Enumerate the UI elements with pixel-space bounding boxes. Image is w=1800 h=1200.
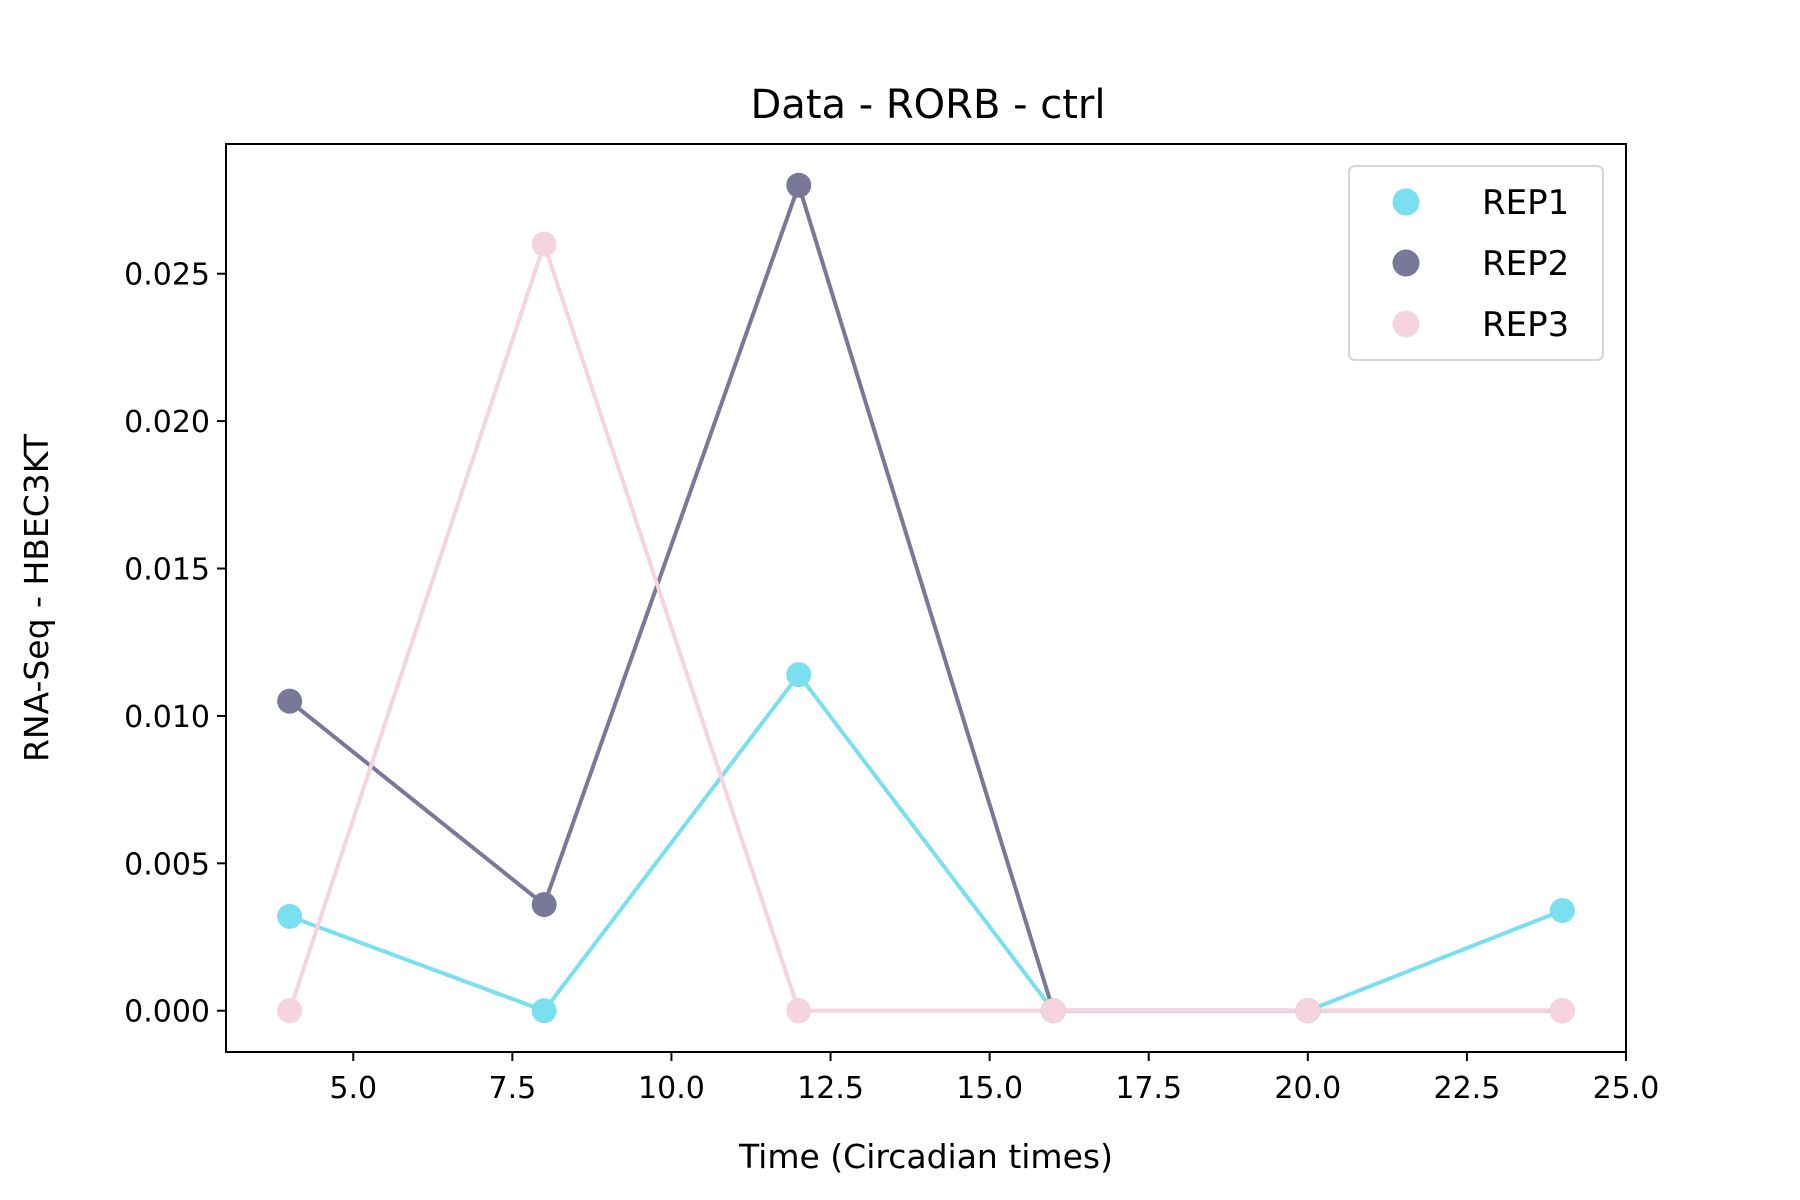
y-axis: 0.000 0.005 0.010 0.015 0.020 0.025: [124, 258, 226, 1030]
x-tick-label: 22.5: [1434, 1071, 1501, 1106]
legend-box: [1348, 165, 1604, 361]
data-point-rep1: [277, 903, 303, 929]
y-tick-label: 0.005: [124, 847, 210, 882]
legend-marker-rep3: [1392, 310, 1420, 338]
legend-label: REP3: [1482, 305, 1569, 345]
data-point-rep2: [277, 688, 303, 714]
data-point-rep1: [531, 998, 557, 1024]
y-tick-label: 0.025: [124, 258, 210, 293]
x-tick-label: 12.5: [797, 1071, 864, 1106]
y-tick-label: 0.020: [124, 405, 210, 440]
data-point-rep2: [531, 892, 557, 918]
y-tick-label: 0.010: [124, 700, 210, 735]
legend: REP1 REP2 REP3: [1348, 165, 1604, 361]
legend-label: REP2: [1482, 244, 1569, 284]
series-line-rep1: [288, 672, 1564, 1013]
data-point-rep3: [1295, 998, 1321, 1024]
x-tick-label: 17.5: [1115, 1071, 1182, 1106]
legend-marker-rep1: [1392, 188, 1420, 216]
data-point-rep3: [277, 998, 303, 1024]
data-point-rep3: [786, 998, 812, 1024]
x-tick-label: 10.0: [638, 1071, 705, 1106]
x-tick-label: 15.0: [956, 1071, 1023, 1106]
y-axis-label: RNA-Seq - HBEC3KT: [17, 433, 56, 762]
x-tick-label: 20.0: [1274, 1071, 1341, 1106]
x-tick-label: 5.0: [329, 1071, 377, 1106]
y-tick-label: 0.015: [124, 553, 210, 588]
data-point-rep1: [786, 662, 812, 688]
data-point-rep2: [786, 172, 812, 198]
legend-marker-rep2: [1392, 249, 1420, 277]
x-tick-label: 25.0: [1593, 1071, 1660, 1106]
data-point-rep3: [1040, 998, 1066, 1024]
series-line-rep3: [287, 242, 1563, 1013]
data-point-rep3: [1549, 998, 1575, 1024]
y-tick-label: 0.000: [124, 995, 210, 1030]
chart-title: Data - RORB - ctrl: [751, 82, 1106, 128]
data-point-rep3: [531, 231, 557, 257]
x-tick-label: 7.5: [489, 1071, 537, 1106]
plot-frame: [225, 143, 1627, 1053]
data-point-rep1: [1549, 897, 1575, 923]
legend-label: REP1: [1482, 183, 1569, 223]
x-axis-label: Time (Circadian times): [738, 1137, 1113, 1176]
plot-area: [277, 172, 1575, 1024]
x-axis: 5.0 7.5 10.0 12.5 15.0 17.5 20.0 22.5 25.0: [329, 1052, 1659, 1106]
